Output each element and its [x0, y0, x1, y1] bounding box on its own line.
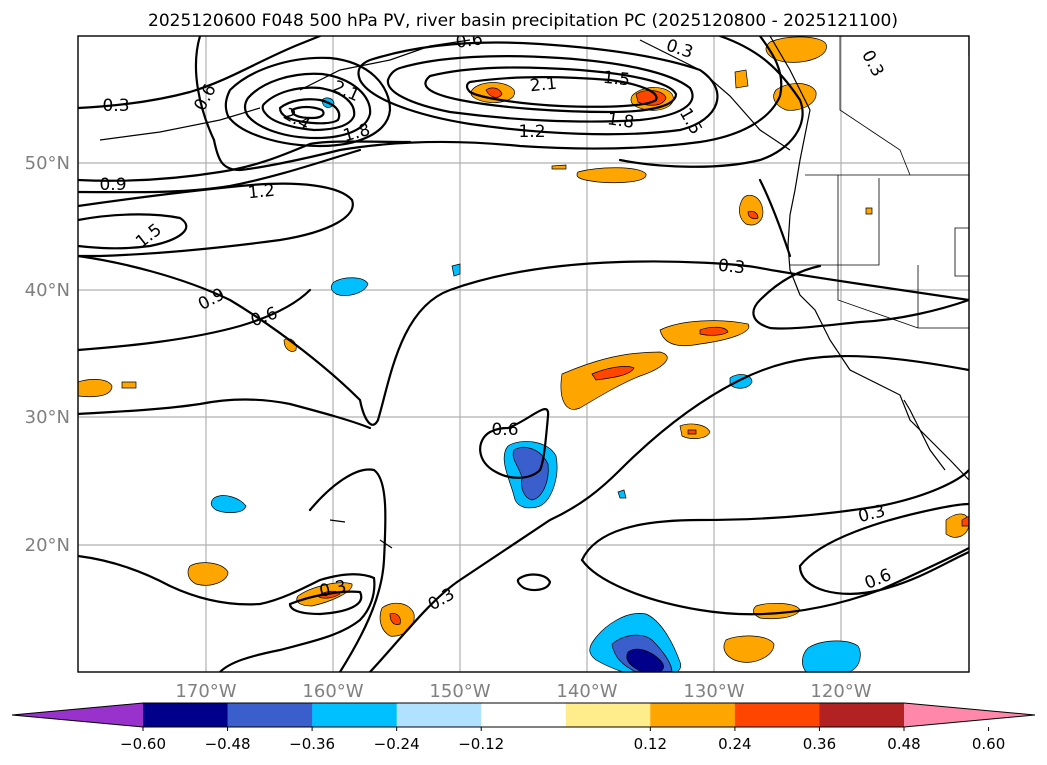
precip-negative [512, 447, 549, 501]
colorbar-segment [565, 703, 651, 727]
pv-contours [78, 36, 969, 672]
precip-core [485, 87, 503, 98]
lon-label: 160°W [302, 681, 363, 702]
colorbar-ticks: −0.60 −0.48 −0.36 −0.24 −0.12 0.12 0.24 0.36 0.4… [120, 735, 1005, 753]
precip-blob [773, 83, 817, 111]
longitude-labels: 170°W 160°W 150°W 140°W 130°W 120°W [175, 681, 871, 702]
precip-shading [78, 36, 969, 672]
precip-blob [187, 562, 229, 586]
colorbar-segment [312, 703, 398, 727]
map-background [78, 36, 969, 672]
colorbar-tick-label: 0.24 [718, 735, 751, 753]
colorbar-tick-label: 0.48 [887, 735, 920, 753]
precip-blob [121, 381, 137, 389]
colorbar-extend-low [12, 703, 143, 727]
colorbar-segment [650, 703, 736, 727]
lon-label: 130°W [683, 681, 744, 702]
precip-blob [560, 351, 668, 410]
precip-core [591, 366, 635, 381]
lon-label: 150°W [429, 681, 490, 702]
colorbar-segment [227, 703, 313, 727]
precip-negative [210, 495, 247, 513]
contour-label: 1.2 [518, 122, 545, 142]
colorbar-tick-label: −0.36 [289, 735, 335, 753]
precip-negative [617, 489, 627, 499]
contour-label: 0.6 [455, 29, 485, 53]
colorbar-segment [396, 703, 482, 727]
colorbar-tick-label: 0.12 [634, 735, 667, 753]
lon-label: 120°W [810, 681, 871, 702]
colorbar-segment [481, 703, 567, 727]
contour-label: 0.9 [99, 175, 126, 195]
figure-title: 2025120600 F048 500 hPa PV, river basin … [148, 11, 898, 31]
contour-label: 2.1 [529, 74, 558, 97]
precip-negative [330, 277, 369, 296]
precip-negative [451, 263, 461, 277]
latitude-labels: 50°N 40°N 30°N 20°N [25, 153, 70, 556]
contour-label: 1.8 [606, 109, 636, 133]
colorbar-tick-label: 0.36 [803, 735, 836, 753]
precip-blob [723, 635, 775, 663]
precip-blob [551, 164, 567, 170]
contour-label: 0.3 [102, 96, 129, 116]
contour-label: 0.6 [491, 420, 518, 440]
lat-label: 50°N [25, 153, 70, 174]
lon-label: 170°W [175, 681, 236, 702]
coastlines [99, 36, 969, 549]
lon-label: 140°W [556, 681, 617, 702]
precip-core [747, 210, 759, 220]
colorbar [11, 702, 1036, 731]
colorbar-tick-label: −0.60 [120, 735, 166, 753]
colorbar-tick-label: −0.48 [205, 735, 251, 753]
precip-blob [576, 167, 647, 184]
lat-label: 20°N [25, 535, 70, 556]
colorbar-segment [734, 703, 820, 727]
lat-label: 30°N [25, 407, 70, 428]
precip-blob [734, 69, 749, 89]
precip-core [699, 326, 729, 336]
colorbar-tick-label: −0.12 [458, 735, 504, 753]
colorbar-segment [143, 703, 229, 727]
precip-core [687, 429, 697, 435]
contour-label: 0.3 [717, 256, 746, 279]
precip-negative [626, 648, 664, 672]
contour-label: 1.2 [247, 181, 276, 204]
precip-blob [865, 207, 873, 215]
lat-label: 40°N [25, 280, 70, 301]
colorbar-extend-high [904, 703, 1035, 727]
colorbar-tick-label: −0.24 [374, 735, 420, 753]
precip-blob [78, 379, 113, 398]
colorbar-tick-label: 0.60 [972, 735, 1005, 753]
precip-negative [802, 640, 861, 672]
colorbar-segment [819, 703, 905, 727]
contour-label: 1.5 [602, 68, 631, 91]
precip-core [389, 613, 401, 625]
map-frame [77, 35, 970, 673]
precip-core [961, 515, 969, 527]
